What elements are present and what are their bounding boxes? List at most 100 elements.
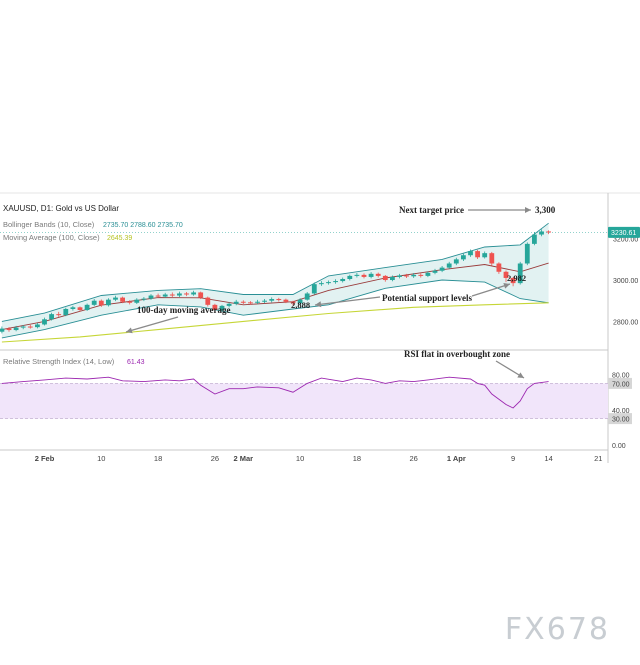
candle	[418, 273, 424, 278]
candle	[382, 275, 388, 282]
candle-body	[13, 327, 19, 331]
candle	[326, 280, 331, 285]
candle	[276, 297, 282, 302]
arrow-next-target-head	[525, 207, 531, 213]
candle	[347, 274, 353, 281]
rsi-tick-label: 70.00	[612, 381, 630, 388]
candle	[134, 298, 140, 305]
candle-body	[425, 272, 431, 276]
candle	[56, 311, 62, 317]
candle	[127, 300, 133, 305]
candle-body	[418, 274, 424, 276]
candle	[255, 299, 260, 305]
candle	[13, 325, 19, 332]
last-price-label: 3230.61	[611, 230, 636, 237]
candle-body	[84, 304, 90, 311]
candle	[6, 327, 12, 332]
candle	[425, 271, 431, 278]
time-tick-label: 18	[353, 454, 361, 463]
ma-legend-value: 2645.39	[107, 235, 132, 242]
candle-body	[304, 293, 310, 300]
rsi-tick-label: 30.00	[612, 417, 630, 424]
candle-body	[269, 299, 275, 301]
candle-body	[219, 305, 225, 311]
candle-body	[311, 284, 317, 294]
candle-body	[432, 270, 438, 273]
arrow-ma100	[125, 316, 179, 334]
candle	[439, 265, 445, 273]
candle-body	[148, 295, 154, 299]
annotation-arrows	[125, 207, 531, 379]
bollinger-legend-values: 2735.70 2788.60 2735.70	[103, 222, 183, 229]
candle	[319, 281, 324, 286]
candle	[233, 299, 239, 306]
candle	[269, 297, 275, 303]
price-tick-label: 3000.00	[613, 278, 638, 285]
target-value-label: 3,300	[535, 205, 556, 215]
candle	[446, 261, 452, 269]
last-price-label-bg	[608, 226, 640, 238]
candle	[432, 268, 438, 275]
candle-body	[6, 328, 12, 331]
bollinger-upper-line	[1, 222, 549, 322]
candle-body	[333, 281, 338, 283]
candle	[177, 291, 182, 297]
candle	[63, 307, 69, 317]
time-tick-label: 26	[211, 454, 219, 463]
candle-body	[113, 297, 118, 300]
time-tick-label: 10	[296, 454, 304, 463]
candle	[49, 312, 54, 321]
support-label: Potential support levels	[382, 293, 472, 303]
candle	[375, 272, 381, 278]
candle	[340, 277, 346, 283]
moving-average-100-line	[1, 302, 549, 343]
candle-body	[503, 271, 509, 278]
rsi-legend-value: 61.43	[127, 359, 145, 366]
arrow-rsi	[495, 360, 525, 379]
candle-body	[162, 294, 168, 297]
candle	[333, 279, 338, 284]
chart-title: XAUUSD, D1: Gold vs US Dollar	[3, 204, 119, 213]
candle-body	[524, 243, 530, 264]
candle-body	[532, 234, 537, 244]
candle-body	[169, 294, 175, 296]
candle-body	[482, 253, 488, 258]
candle	[262, 299, 267, 304]
bollinger-lower-line	[1, 279, 549, 339]
candle-body	[326, 282, 331, 284]
next-target-label: Next target price	[399, 205, 464, 215]
arrow-support-high-shaft	[471, 283, 511, 297]
candle	[461, 253, 466, 262]
candle-body	[510, 277, 516, 284]
candle-body	[546, 231, 551, 233]
candle	[453, 257, 459, 266]
price-axis-ticks: 3200.00 3000.00 2800.00	[613, 237, 638, 327]
candle-body	[468, 251, 473, 256]
arrow-support-low-head	[315, 301, 322, 308]
candle	[390, 275, 395, 282]
candle	[311, 282, 317, 295]
candle	[212, 303, 218, 312]
candle-body	[461, 255, 466, 260]
candle-body	[361, 274, 367, 277]
candle	[290, 300, 296, 306]
candle	[27, 324, 33, 329]
ma100-label: 100-day moving average	[137, 305, 231, 315]
candle-body	[347, 275, 353, 279]
candle	[70, 305, 76, 311]
time-tick-label: 14	[544, 454, 552, 463]
rsi-tick-box	[608, 413, 632, 425]
rsi-tick-label: 40.00	[612, 408, 630, 415]
candle	[20, 325, 26, 330]
candle-body	[120, 297, 125, 302]
support-high-label: 2,982	[507, 273, 526, 283]
candle-body	[340, 278, 346, 282]
candle-body	[42, 319, 47, 325]
candle	[368, 272, 374, 279]
price-tick-label: 3200.00	[613, 237, 638, 244]
candle	[106, 298, 111, 307]
price-pane: 3200.00 3000.00 2800.00 3230.61 XAUUSD, D1…	[0, 192, 640, 463]
rsi-legend-label: Relative Strength Index (14, Low)	[3, 357, 115, 366]
candle	[84, 303, 90, 312]
candle-body	[191, 292, 196, 295]
